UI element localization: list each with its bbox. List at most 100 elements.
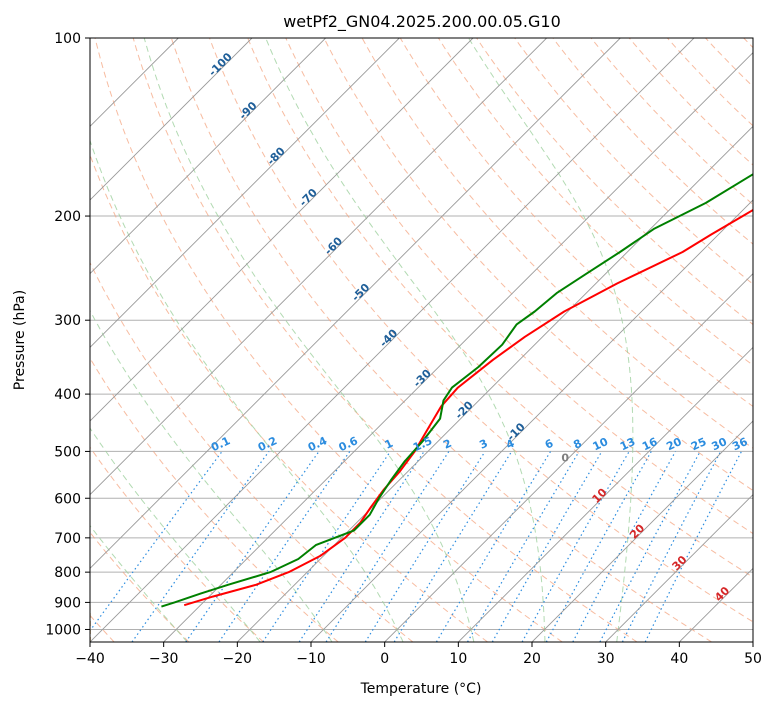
plot-frame bbox=[89, 37, 754, 643]
x-tick-label: 30 bbox=[597, 651, 615, 667]
moist-adiabat bbox=[90, 427, 261, 642]
mixing-ratio-line bbox=[521, 451, 630, 642]
temperature-profile-line bbox=[183, 208, 753, 607]
mixing-ratio-lines bbox=[90, 451, 743, 642]
y-axis-ticks: 100 200 300 400 500 600 700 800 900 1000 bbox=[45, 31, 90, 638]
y-tick-label: 300 bbox=[54, 313, 81, 329]
dry-adiabat bbox=[514, 38, 753, 285]
x-tick-label: 40 bbox=[670, 651, 688, 667]
isotherm-line bbox=[90, 38, 253, 201]
mixing-ratio-line bbox=[572, 451, 677, 642]
mixing-ratio-line bbox=[298, 451, 425, 642]
mixing-ratio-line bbox=[599, 451, 701, 642]
mixing-ratio-label: 25 bbox=[689, 435, 708, 453]
y-tick-label: 700 bbox=[54, 531, 81, 547]
isotherm-label: -100 bbox=[206, 50, 235, 79]
mixing-ratio-line bbox=[185, 451, 320, 642]
mixing-ratio-line bbox=[491, 451, 603, 642]
ice-saturation-curve bbox=[90, 581, 91, 642]
mixing-ratio-label: 3 bbox=[477, 437, 489, 452]
mixing-ratio-line bbox=[466, 451, 580, 642]
x-axis-title: Temperature (°C) bbox=[360, 681, 482, 697]
dry-adiabat bbox=[437, 38, 753, 366]
isotherm-line bbox=[310, 199, 753, 642]
pressure-gridlines bbox=[90, 38, 753, 630]
mixing-ratio-label: 10 bbox=[591, 435, 611, 453]
dry-adiabat bbox=[94, 38, 563, 642]
x-tick-label: 50 bbox=[744, 651, 762, 667]
y-tick-label: 500 bbox=[54, 444, 81, 460]
x-tick-label: −40 bbox=[75, 651, 105, 667]
moist-adiabat bbox=[468, 38, 634, 642]
mixing-ratio-line bbox=[545, 451, 652, 642]
isotherm-line bbox=[752, 641, 753, 642]
mixing-ratio-label: 6 bbox=[543, 437, 556, 452]
mixing-ratio-label: 2 bbox=[441, 437, 453, 452]
isotherm-label: -70 bbox=[297, 186, 320, 209]
x-tick-label: 0 bbox=[380, 651, 389, 667]
dry-adiabats bbox=[90, 38, 753, 642]
y-tick-label: 800 bbox=[54, 565, 81, 581]
dry-adiabat bbox=[247, 38, 753, 578]
isotherm-line bbox=[605, 494, 753, 642]
x-tick-label: −20 bbox=[223, 651, 253, 667]
dry-adiabat bbox=[90, 357, 339, 642]
x-tick-label: −30 bbox=[149, 651, 179, 667]
isotherm-line bbox=[90, 38, 400, 348]
mixing-ratio-line bbox=[435, 451, 552, 642]
y-tick-label: 900 bbox=[54, 595, 81, 611]
isotherm-label: -80 bbox=[265, 144, 288, 167]
isotherm-label: -90 bbox=[236, 99, 259, 122]
mixing-ratio-label: 30 bbox=[710, 435, 730, 453]
x-tick-label: −10 bbox=[296, 651, 326, 667]
y-tick-label: 400 bbox=[54, 387, 81, 403]
isotherm-label: -30 bbox=[411, 367, 434, 390]
dry-adiabat bbox=[590, 38, 753, 206]
isotherm-line bbox=[90, 38, 474, 422]
dry-adiabat bbox=[399, 38, 753, 408]
mixing-ratio-line bbox=[644, 451, 743, 642]
moist-adiabat bbox=[143, 38, 475, 642]
moist-adiabat bbox=[90, 139, 404, 642]
moist-adiabats bbox=[90, 38, 634, 642]
isotherm-line bbox=[90, 38, 695, 642]
isotherm-label: -20 bbox=[453, 398, 476, 421]
mixing-ratio-label: 13 bbox=[618, 435, 637, 453]
x-tick-label: 10 bbox=[449, 651, 467, 667]
moist-adiabat bbox=[90, 524, 188, 642]
mixing-ratio-label: 16 bbox=[640, 435, 660, 453]
isotherm-line bbox=[237, 125, 753, 642]
mixing-ratio-line bbox=[393, 451, 513, 642]
dry-adiabat bbox=[705, 38, 753, 88]
mixing-ratio-line bbox=[90, 451, 223, 632]
y-tick-label: 600 bbox=[54, 491, 81, 507]
isotherm-line bbox=[384, 273, 753, 642]
mixing-ratio-line bbox=[325, 451, 450, 642]
dry-adiabat bbox=[209, 38, 753, 623]
isotherm-line bbox=[679, 567, 753, 642]
zero-isotherm-label: 0 bbox=[561, 451, 569, 464]
y-axis-title: Pressure (hPa) bbox=[12, 290, 28, 390]
moist-adiabat bbox=[265, 38, 546, 642]
isotherm-line bbox=[90, 38, 547, 496]
isotherm-line bbox=[531, 420, 753, 642]
dry-adiabat bbox=[90, 261, 414, 642]
dry-adiabat bbox=[170, 38, 712, 642]
mixing-ratio-line bbox=[364, 451, 486, 642]
isotherm-label: -50 bbox=[349, 281, 372, 304]
dry-adiabat bbox=[285, 38, 753, 535]
y-tick-label: 1000 bbox=[45, 622, 81, 638]
warm-isotherm-label: 20 bbox=[627, 521, 647, 541]
warm-isotherm-label: 10 bbox=[590, 486, 610, 506]
mixing-ratio-label: 20 bbox=[664, 435, 684, 453]
isotherm-line bbox=[90, 38, 326, 275]
isotherms bbox=[90, 38, 753, 642]
isotherm-line bbox=[458, 346, 753, 642]
y-tick-label: 200 bbox=[54, 209, 81, 225]
dry-adiabat bbox=[667, 38, 753, 127]
dry-adiabat bbox=[132, 38, 638, 642]
x-tick-label: 20 bbox=[523, 651, 541, 667]
mixing-ratio-line bbox=[218, 451, 351, 642]
mixing-ratio-line bbox=[131, 451, 270, 642]
